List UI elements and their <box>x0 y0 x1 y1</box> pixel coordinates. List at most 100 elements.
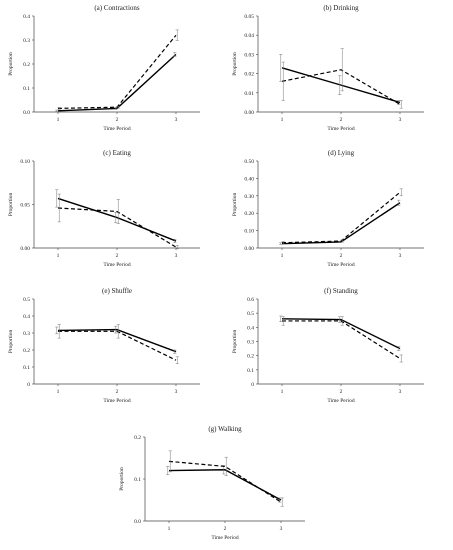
y-tick-label: 0.01 <box>244 91 254 97</box>
y-tick-label: 0 <box>27 382 30 388</box>
y-tick-label: 0.5 <box>247 311 254 317</box>
y-tick-label: 0.4 <box>23 14 30 20</box>
x-tick-label: 1 <box>281 117 284 123</box>
series-line-dashed <box>57 34 177 109</box>
y-tick-label: 0.00 <box>20 246 30 252</box>
x-tick-label: 2 <box>224 526 227 532</box>
x-axis-label: Time Period <box>103 262 130 268</box>
x-tick-label: 2 <box>340 253 343 259</box>
x-tick-label: 1 <box>57 117 60 123</box>
panel-title: (f) Standing <box>324 287 358 295</box>
y-tick-label: 0.30 <box>244 194 254 200</box>
x-tick-label: 1 <box>57 389 60 395</box>
x-tick-label: 3 <box>399 117 402 123</box>
y-tick-label: 0.00 <box>244 246 254 252</box>
chart-panel-1: (a) Contractions 0.0 0.1 0.2 0.3 0.4 1 2 3 Time P… <box>8 4 200 132</box>
x-tick-label: 1 <box>281 389 284 395</box>
y-tick-label: 0.50 <box>244 159 254 165</box>
chart-panel-3: (c) Eating 0.00 0.05 0.10 1 2 3 Time Period Prop… <box>8 149 200 268</box>
y-tick-label: 0.10 <box>244 229 254 235</box>
y-tick-label: 0.2 <box>23 62 30 68</box>
y-tick-label: 0.1 <box>23 86 30 92</box>
y-axis-label: Proportion <box>8 52 14 76</box>
y-tick-label: 0.04 <box>244 33 254 39</box>
series-line-dashed <box>281 69 401 105</box>
x-axis-label: Time Period <box>103 398 130 404</box>
series-line-dashed <box>282 320 401 360</box>
y-tick-label: 0.5 <box>23 297 30 303</box>
chart-panel-7: (g) Walking 0.0 0.1 0.2 1 2 3 Time Period Propor… <box>119 425 305 541</box>
y-tick-label: 0.4 <box>247 325 254 331</box>
x-tick-label: 1 <box>281 253 284 259</box>
x-tick-label: 3 <box>175 253 178 259</box>
y-tick-label: 0.2 <box>134 435 141 441</box>
y-tick-label: 0.05 <box>244 14 254 20</box>
y-tick-label: 0.0 <box>23 110 30 116</box>
y-tick-label: 0.3 <box>23 38 30 44</box>
x-tick-label: 2 <box>340 117 343 123</box>
y-tick-label: 0.40 <box>244 176 254 182</box>
chart-panel-2: (b) Drinking 0.00 0.01 0.02 0.03 0.04 0.05 1 2 3 T… <box>232 4 424 132</box>
y-tick-label: 0.1 <box>247 368 254 374</box>
series-line-solid <box>281 202 401 245</box>
series-line-solid <box>57 328 177 353</box>
y-tick-label: 0.1 <box>134 477 141 483</box>
x-tick-label: 2 <box>116 117 119 123</box>
x-tick-label: 3 <box>175 117 178 123</box>
series-line-dashed <box>57 207 177 248</box>
y-tick-label: 0.0 <box>134 519 141 525</box>
chart-panel-5: (e) Shuffle 0 0.1 0.2 0.3 0.4 0.5 1 2 3 Time Perio… <box>8 287 200 404</box>
series-line-dashed <box>168 460 282 503</box>
y-tick-label: 0.1 <box>23 365 30 371</box>
y-tick-label: 0 <box>251 382 254 388</box>
y-axis-label: Proportion <box>232 192 238 216</box>
y-tick-label: 0.00 <box>244 110 254 116</box>
x-axis-label: Time Period <box>103 126 130 132</box>
y-tick-label: 0.3 <box>247 340 254 346</box>
y-tick-label: 0.2 <box>23 348 30 354</box>
series-line-solid <box>281 67 401 104</box>
series-line-solid <box>281 318 401 350</box>
x-axis-label: Time Period <box>327 398 354 404</box>
x-tick-label: 1 <box>57 253 60 259</box>
panel-title: (c) Eating <box>103 149 131 157</box>
x-tick-label: 3 <box>280 526 283 532</box>
chart-panel-6: (f) Standing 0 0.1 0.2 0.3 0.4 0.5 0.6 1 2 3 Time P… <box>232 287 424 404</box>
y-axis-label: Proportion <box>8 192 14 216</box>
series-line-dashed <box>281 191 401 244</box>
series-line-dashed <box>58 330 177 361</box>
y-axis-label: Proportion <box>8 329 14 353</box>
series-line-solid <box>57 53 177 112</box>
x-tick-label: 2 <box>116 253 119 259</box>
y-tick-label: 0.6 <box>247 297 254 303</box>
series-line-solid <box>168 469 282 501</box>
x-axis-label: Time Period <box>211 535 238 541</box>
panel-title: (b) Drinking <box>323 4 359 12</box>
x-tick-label: 2 <box>116 389 119 395</box>
x-axis-label: Time Period <box>327 262 354 268</box>
x-tick-label: 2 <box>340 389 343 395</box>
x-axis-label: Time Period <box>327 126 354 132</box>
panel-title: (g) Walking <box>208 425 242 433</box>
chart-panel-4: (d) Lying 0.00 0.10 0.20 0.30 0.40 0.50 1 2 3 Time… <box>232 149 424 268</box>
y-tick-label: 0.05 <box>20 203 30 209</box>
y-tick-label: 0.02 <box>244 72 254 78</box>
panel-title: (a) Contractions <box>94 4 140 12</box>
x-tick-label: 3 <box>399 253 402 259</box>
x-tick-label: 3 <box>175 389 178 395</box>
y-tick-label: 0.03 <box>244 52 254 58</box>
panel-title: (e) Shuffle <box>102 287 132 295</box>
panel-title: (d) Lying <box>328 149 355 157</box>
y-tick-label: 0.20 <box>244 211 254 217</box>
y-axis-label: Proportion <box>232 52 238 76</box>
x-tick-label: 3 <box>399 389 402 395</box>
x-tick-label: 1 <box>168 526 171 532</box>
y-tick-label: 0.3 <box>23 331 30 337</box>
y-tick-label: 0.4 <box>23 314 30 320</box>
y-tick-label: 0.2 <box>247 354 254 360</box>
y-tick-label: 0.10 <box>20 159 30 165</box>
series-line-solid <box>57 197 177 242</box>
y-axis-label: Proportion <box>119 467 125 491</box>
y-axis-label: Proportion <box>232 329 238 353</box>
